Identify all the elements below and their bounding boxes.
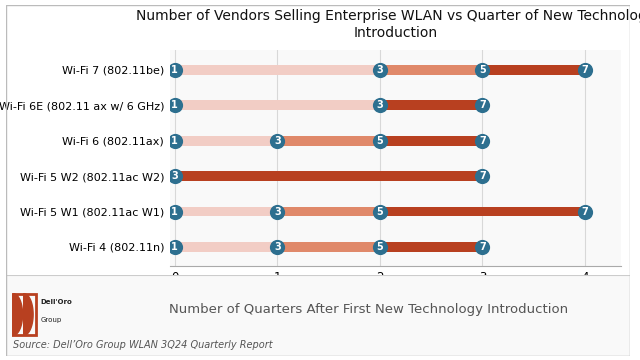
Bar bbox=[175, 100, 380, 110]
Text: 5: 5 bbox=[376, 207, 383, 216]
Point bbox=[374, 209, 385, 215]
Text: 7: 7 bbox=[479, 242, 486, 252]
Point bbox=[272, 209, 282, 215]
Point bbox=[170, 173, 180, 179]
Bar bbox=[175, 207, 277, 216]
Text: Number of Quarters After First New Technology Introduction: Number of Quarters After First New Techn… bbox=[169, 303, 568, 316]
Point bbox=[170, 138, 180, 144]
Bar bbox=[175, 171, 483, 181]
Bar bbox=[380, 100, 483, 110]
Bar bbox=[380, 207, 585, 216]
Bar bbox=[380, 242, 483, 252]
Point bbox=[580, 209, 590, 215]
Point bbox=[477, 138, 488, 144]
Text: 5: 5 bbox=[479, 65, 486, 75]
Point bbox=[374, 138, 385, 144]
Text: 7: 7 bbox=[479, 171, 486, 181]
Text: 1: 1 bbox=[172, 65, 178, 75]
Point bbox=[477, 173, 488, 179]
Text: Source: Dell’Oro Group WLAN 3Q24 Quarterly Report: Source: Dell’Oro Group WLAN 3Q24 Quarter… bbox=[13, 340, 272, 350]
Point bbox=[477, 67, 488, 73]
Text: 1: 1 bbox=[172, 242, 178, 252]
Text: Group: Group bbox=[40, 316, 61, 323]
Text: 7: 7 bbox=[582, 207, 588, 216]
Polygon shape bbox=[13, 294, 22, 335]
Point bbox=[374, 244, 385, 250]
Point bbox=[374, 67, 385, 73]
Bar bbox=[483, 65, 585, 75]
FancyBboxPatch shape bbox=[6, 275, 630, 356]
Text: 1: 1 bbox=[172, 100, 178, 110]
Point bbox=[477, 102, 488, 108]
Text: 3: 3 bbox=[172, 171, 178, 181]
Text: 1: 1 bbox=[172, 207, 178, 216]
Bar bbox=[175, 242, 277, 252]
Bar bbox=[277, 242, 380, 252]
Point bbox=[170, 209, 180, 215]
Text: 5: 5 bbox=[376, 242, 383, 252]
Text: 7: 7 bbox=[582, 65, 588, 75]
Point bbox=[170, 102, 180, 108]
Text: 7: 7 bbox=[479, 100, 486, 110]
Text: 1: 1 bbox=[172, 136, 178, 146]
Bar bbox=[277, 136, 380, 146]
Text: 3: 3 bbox=[376, 65, 383, 75]
Text: 5: 5 bbox=[376, 136, 383, 146]
Text: 3: 3 bbox=[274, 242, 281, 252]
Point bbox=[170, 244, 180, 250]
Bar bbox=[175, 65, 380, 75]
Point bbox=[272, 138, 282, 144]
Bar bbox=[380, 65, 483, 75]
Point bbox=[170, 67, 180, 73]
Text: 3: 3 bbox=[376, 100, 383, 110]
Polygon shape bbox=[24, 294, 33, 335]
Title: Number of Vendors Selling Enterprise WLAN vs Quarter of New Technology
Introduct: Number of Vendors Selling Enterprise WLA… bbox=[136, 9, 640, 40]
Bar bbox=[380, 136, 483, 146]
Point bbox=[272, 244, 282, 250]
Point bbox=[477, 244, 488, 250]
Point bbox=[374, 102, 385, 108]
Point bbox=[580, 67, 590, 73]
Text: 3: 3 bbox=[274, 136, 281, 146]
Text: 3: 3 bbox=[274, 207, 281, 216]
Text: 7: 7 bbox=[479, 136, 486, 146]
Bar bbox=[277, 207, 380, 216]
Text: Dell'Oro: Dell'Oro bbox=[40, 299, 72, 305]
Bar bbox=[175, 136, 277, 146]
